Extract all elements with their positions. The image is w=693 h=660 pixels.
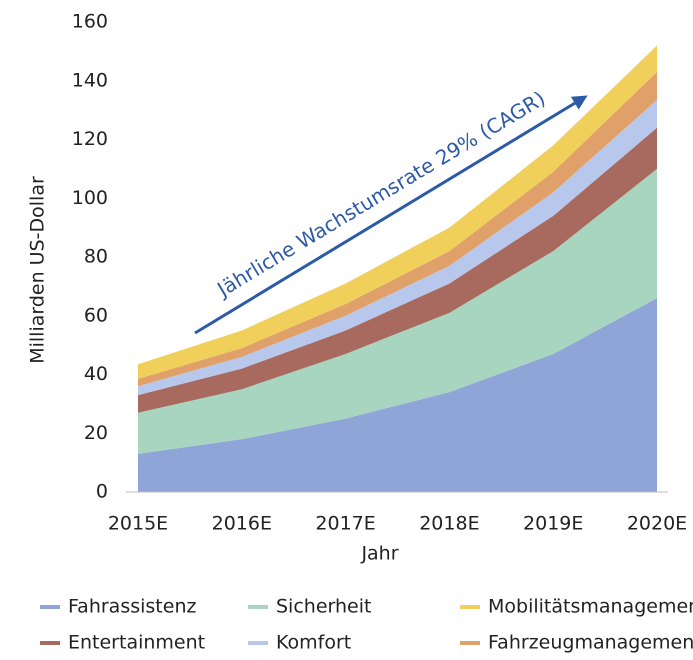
areas xyxy=(138,45,657,492)
x-tick-label: 2016E xyxy=(212,513,272,535)
x-tick-label: 2017E xyxy=(315,513,375,535)
legend-label: Fahrassistenz xyxy=(68,596,196,618)
y-tick-label: 140 xyxy=(72,69,108,91)
area-layer xyxy=(138,298,657,492)
y-tick-label: 120 xyxy=(72,128,108,150)
x-tick-label: 2018E xyxy=(419,513,479,535)
x-axis-title: Jahr xyxy=(360,543,398,565)
annotation-arrow xyxy=(194,95,588,335)
y-tick-label: 60 xyxy=(84,304,108,326)
legend-label: Mobilitätsmanagement xyxy=(488,596,693,618)
y-axis-title: Milliarden US-Dollar xyxy=(27,176,49,364)
y-tick-label: 80 xyxy=(84,246,108,268)
area-layer xyxy=(138,127,657,413)
y-tick-label: 40 xyxy=(84,363,108,385)
y-tick-label: 160 xyxy=(72,11,108,33)
legend-label: Sicherheit xyxy=(276,596,371,618)
legend-label: Fahrzeugmanagement xyxy=(488,632,693,654)
x-tick-label: 2020E xyxy=(627,513,687,535)
x-tick-label: 2019E xyxy=(523,513,583,535)
y-tick-label: 0 xyxy=(96,481,108,503)
y-tick-label: 100 xyxy=(72,187,108,209)
area-layer xyxy=(138,168,657,454)
x-tick-label: 2015E xyxy=(108,513,168,535)
legend-label: Komfort xyxy=(276,632,351,654)
legend-label: Entertainment xyxy=(68,632,205,654)
y-tick-label: 20 xyxy=(84,422,108,444)
